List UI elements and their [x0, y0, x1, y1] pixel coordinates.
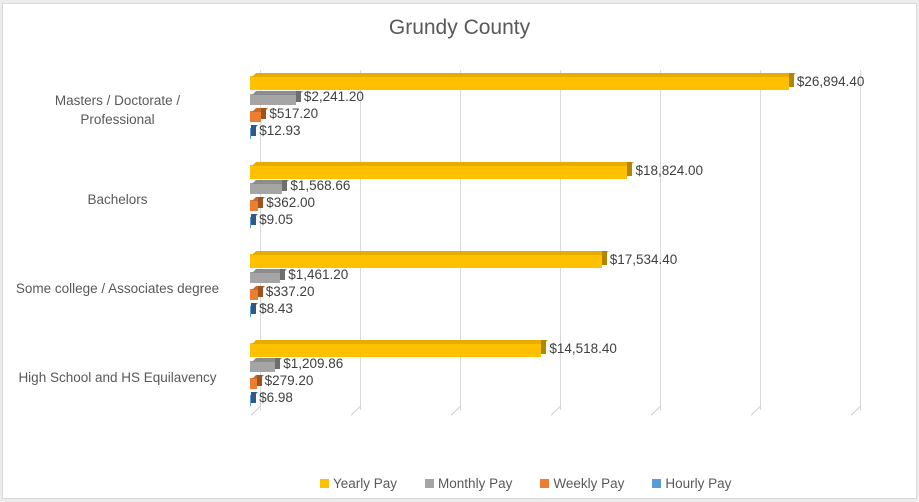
value-label: $362.00 [266, 195, 316, 210]
value-label: $1,209.86 [283, 356, 344, 371]
value-label: $26,894.40 [796, 74, 865, 89]
bar-yearly-pay [250, 340, 549, 357]
gridline-foot [250, 405, 262, 416]
gridline-foot [750, 405, 762, 416]
bar-yearly-pay [250, 73, 796, 90]
legend-item-hourly-pay: Hourly Pay [652, 476, 731, 491]
value-label: $2,241.20 [303, 89, 364, 104]
legend-item-monthly-pay: Monthly Pay [425, 476, 512, 491]
legend-item-weekly-pay: Weekly Pay [540, 476, 624, 491]
bar-weekly-pay [250, 286, 265, 300]
gridline-foot [450, 405, 462, 416]
value-label: $1,461.20 [288, 267, 349, 282]
value-label: $517.20 [269, 106, 319, 121]
value-label: $14,518.40 [549, 341, 617, 356]
value-label: $8.43 [259, 301, 293, 316]
legend-swatch-icon [425, 479, 435, 488]
value-label: $9.05 [259, 212, 293, 227]
bar-hourly-pay [250, 214, 259, 228]
value-label: $17,534.40 [609, 252, 678, 267]
legend-label: Weekly Pay [553, 476, 625, 491]
value-label: $337.20 [265, 284, 315, 299]
value-label: $18,824.00 [635, 163, 704, 178]
gridline-foot [350, 405, 362, 416]
chart-title: Grundy County [388, 16, 531, 39]
bar-yearly-pay [250, 251, 609, 268]
bar-hourly-pay [250, 392, 259, 406]
bar-yearly-pay [250, 162, 635, 179]
bar-monthly-pay [250, 91, 303, 105]
value-label: $279.20 [264, 373, 314, 388]
legend-item-yearly-pay: Yearly Pay [320, 476, 397, 491]
gridline [360, 70, 361, 410]
legend-label: Monthly Pay [438, 476, 513, 491]
bar-monthly-pay [250, 358, 283, 372]
gridline-foot [650, 405, 662, 416]
legend-swatch-icon [320, 479, 329, 488]
value-label: $1,568.66 [290, 178, 351, 193]
category-label: High School and HS Equilavency [18, 370, 217, 385]
category-label: Some college / Associates degree [15, 281, 220, 296]
gridline-foot [850, 405, 862, 416]
legend: Yearly Pay Monthly Pay Weekly Pay Hourly Pa… [320, 476, 731, 491]
gridline-foot [550, 405, 562, 416]
gridline [560, 70, 561, 410]
legend-label: Yearly Pay [333, 476, 398, 491]
value-label: $6.98 [259, 390, 293, 405]
bar-hourly-pay [250, 125, 259, 139]
category-label: Bachelors [87, 192, 148, 207]
value-label: $12.93 [259, 123, 301, 138]
bar-hourly-pay [250, 303, 259, 317]
bar-monthly-pay [250, 180, 290, 194]
legend-swatch-icon [540, 479, 550, 488]
legend-label: Hourly Pay [665, 476, 732, 491]
gridline [760, 70, 761, 410]
legend-swatch-icon [652, 479, 662, 488]
gridline [860, 70, 861, 410]
bar-monthly-pay [250, 269, 288, 283]
bar-weekly-pay [250, 108, 269, 122]
bar-weekly-pay [250, 375, 264, 389]
category-label: Masters / Doctorate / Professional [54, 93, 181, 127]
gridline [460, 70, 461, 410]
gridline [660, 70, 661, 410]
gridline [260, 70, 261, 410]
bar-weekly-pay [250, 197, 266, 211]
